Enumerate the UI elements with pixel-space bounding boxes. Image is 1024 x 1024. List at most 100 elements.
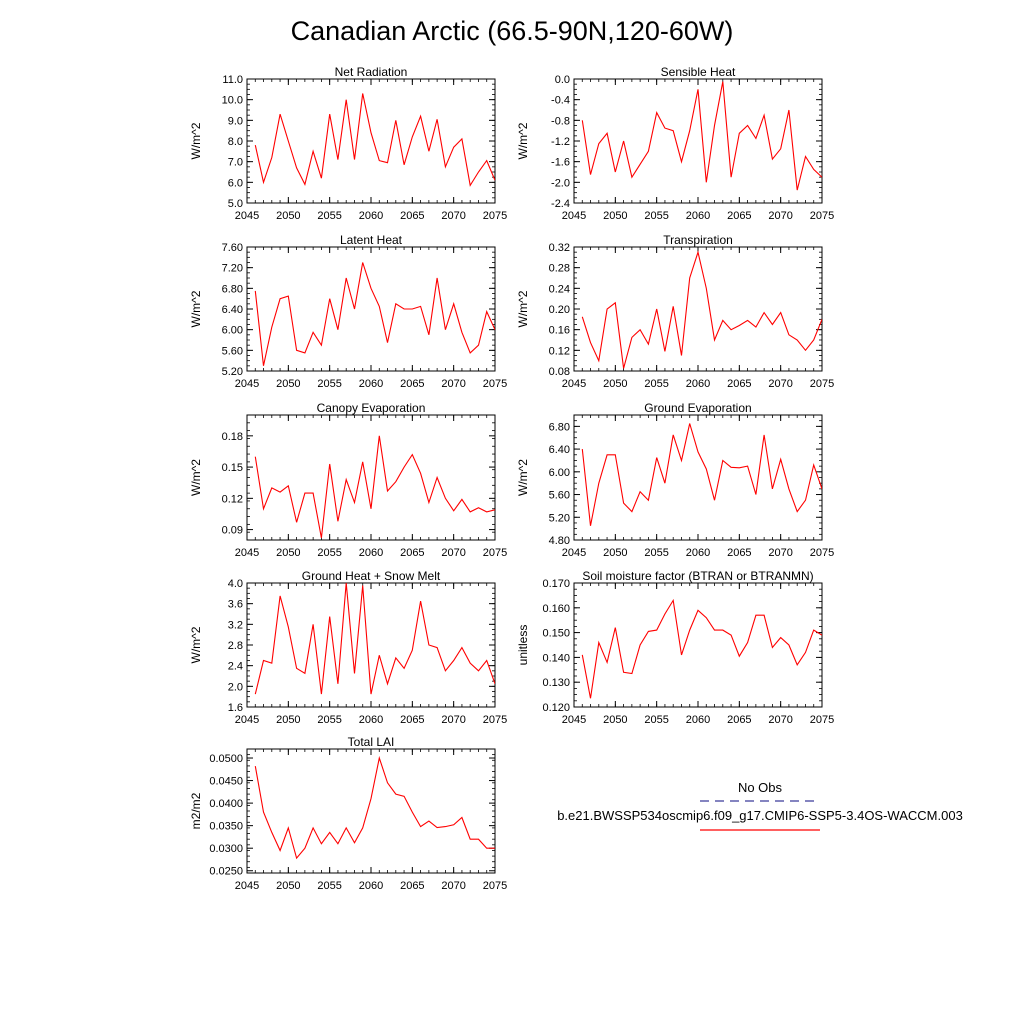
y-tick-label: 0.20 <box>549 304 570 316</box>
y-tick-label: 0.18 <box>222 431 243 443</box>
y-tick-label: -0.8 <box>551 115 570 127</box>
y-tick-label: 6.0 <box>228 177 243 189</box>
panel-title: Ground Heat + Snow Melt <box>302 569 441 583</box>
y-tick-label: 2.0 <box>228 681 243 693</box>
x-tick-label: 2065 <box>400 378 424 390</box>
panels: Net Radiation W/m^2 2045 2050 2055 2060 2065 20… <box>189 65 834 892</box>
y-tick-label: 5.0 <box>228 198 243 210</box>
legend-obs-label: No Obs <box>738 780 783 795</box>
y-tick-label: 3.2 <box>228 619 243 631</box>
x-tick-label: 2050 <box>276 210 300 222</box>
y-tick-label: 0.160 <box>542 603 570 615</box>
y-tick-label: 0.16 <box>549 325 570 337</box>
y-axis-label: W/m^2 <box>189 122 203 159</box>
x-tick-label: 2060 <box>359 547 383 559</box>
x-tick-label: 2070 <box>441 378 465 390</box>
x-tick-label: 2045 <box>235 378 259 390</box>
x-tick-label: 2065 <box>400 547 424 559</box>
plot-frame <box>573 246 823 372</box>
y-tick-label: 0.28 <box>549 263 570 275</box>
plot-frame <box>246 414 496 541</box>
x-tick-label: 2055 <box>644 210 668 222</box>
y-tick-label: 6.80 <box>549 421 570 433</box>
x-tick-label: 2045 <box>562 210 586 222</box>
x-tick-label: 2055 <box>644 378 668 390</box>
y-tick-label: 6.00 <box>222 325 243 337</box>
y-tick-label: 4.0 <box>228 578 243 590</box>
y-tick-label: 0.0300 <box>209 843 243 855</box>
y-tick-label: 0.12 <box>549 345 570 357</box>
y-tick-label: 0.0350 <box>209 821 243 833</box>
x-tick-label: 2055 <box>644 547 668 559</box>
x-tick-label: 2065 <box>400 714 424 726</box>
series-line <box>254 93 495 187</box>
y-tick-label: 5.20 <box>549 512 570 524</box>
y-axis-label: W/m^2 <box>189 290 203 327</box>
x-tick-label: 2055 <box>317 880 341 892</box>
series-line <box>254 755 495 860</box>
x-tick-label: 2055 <box>317 210 341 222</box>
panel-1: Net Radiation W/m^2 2045 2050 2055 2060 2065 20… <box>189 65 507 222</box>
panel-5: Canopy Evaporation W/m^2 2045 2050 2055 2060 2… <box>189 401 507 559</box>
y-tick-label: 0.140 <box>542 652 570 664</box>
x-tick-label: 2070 <box>441 714 465 726</box>
x-tick-label: 2050 <box>276 378 300 390</box>
x-tick-label: 2065 <box>400 880 424 892</box>
x-tick-label: 2075 <box>810 714 834 726</box>
y-tick-label: 8.0 <box>228 136 243 148</box>
plot-frame <box>573 414 823 541</box>
x-tick-label: 2050 <box>276 547 300 559</box>
panel-3: Latent Heat W/m^2 2045 2050 2055 2060 2065 2070… <box>189 233 507 390</box>
x-tick-label: 2075 <box>483 547 507 559</box>
x-tick-label: 2045 <box>562 714 586 726</box>
y-tick-label: 6.40 <box>549 444 570 456</box>
y-tick-label: -2.4 <box>551 198 570 210</box>
y-tick-label: 0.0250 <box>209 866 243 878</box>
x-tick-label: 2075 <box>483 880 507 892</box>
y-tick-label: -0.4 <box>551 95 570 107</box>
x-tick-label: 2055 <box>317 378 341 390</box>
y-axis-label: unitless <box>516 625 530 666</box>
y-tick-label: 0.32 <box>549 242 570 254</box>
y-tick-label: 5.20 <box>222 366 243 378</box>
plot-frame <box>246 246 496 372</box>
y-tick-label: 6.80 <box>222 283 243 295</box>
panel-title: Transpiration <box>663 233 733 247</box>
y-tick-label: 0.120 <box>542 702 570 714</box>
y-tick-label: 0.12 <box>222 493 243 505</box>
y-tick-label: 0.15 <box>222 462 243 474</box>
x-tick-label: 2060 <box>359 378 383 390</box>
panel-7: Ground Heat + Snow Melt W/m^2 2045 2050 2055… <box>189 569 507 726</box>
x-tick-label: 2055 <box>317 714 341 726</box>
y-axis-label: W/m^2 <box>516 122 530 159</box>
y-tick-label: 0.150 <box>542 628 570 640</box>
x-tick-label: 2075 <box>810 210 834 222</box>
y-tick-label: 10.0 <box>222 95 243 107</box>
x-tick-label: 2050 <box>276 714 300 726</box>
plot-frame <box>573 78 823 204</box>
x-tick-label: 2055 <box>644 714 668 726</box>
x-tick-label: 2065 <box>727 378 751 390</box>
y-tick-label: 5.60 <box>222 345 243 357</box>
y-tick-label: 7.0 <box>228 157 243 169</box>
panel-title: Latent Heat <box>340 233 403 247</box>
legend-model-label: b.e21.BWSSP534oscmip6.f09_g17.CMIP6-SSP5… <box>557 808 963 823</box>
x-tick-label: 2070 <box>441 880 465 892</box>
x-tick-label: 2045 <box>235 547 259 559</box>
y-tick-label: 0.09 <box>222 525 243 537</box>
x-tick-label: 2065 <box>727 547 751 559</box>
x-tick-label: 2045 <box>562 378 586 390</box>
x-tick-label: 2060 <box>686 714 710 726</box>
x-tick-label: 2065 <box>727 210 751 222</box>
x-tick-label: 2060 <box>359 714 383 726</box>
series-line <box>254 435 495 539</box>
x-tick-label: 2070 <box>768 210 792 222</box>
x-tick-label: 2045 <box>235 210 259 222</box>
x-tick-label: 2050 <box>603 547 627 559</box>
y-tick-label: 7.60 <box>222 242 243 254</box>
y-tick-label: 11.0 <box>222 74 243 86</box>
y-axis-label: W/m^2 <box>189 459 203 496</box>
x-tick-label: 2050 <box>276 880 300 892</box>
x-tick-label: 2075 <box>483 714 507 726</box>
